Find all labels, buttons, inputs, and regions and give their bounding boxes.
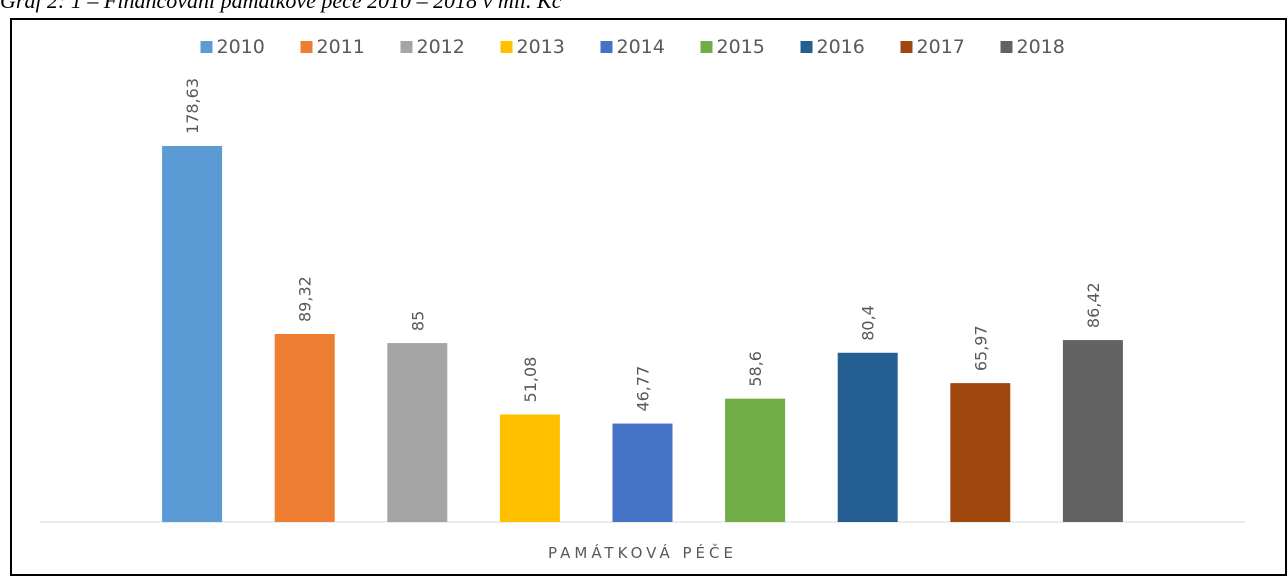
legend-swatch <box>200 41 213 53</box>
bar <box>725 398 786 522</box>
bar <box>499 414 560 522</box>
legend-label: 2017 <box>917 36 965 58</box>
legend-label: 2011 <box>317 36 365 58</box>
data-label: 85 <box>408 311 427 331</box>
bar <box>1062 340 1123 522</box>
data-label: 89,32 <box>296 276 315 322</box>
legend-swatch <box>300 41 313 53</box>
data-label: 51,08 <box>521 357 540 403</box>
data-label: 46,77 <box>634 366 653 412</box>
legend-label: 2010 <box>217 36 265 58</box>
data-label: 80,4 <box>859 305 878 341</box>
legend-label: 2016 <box>817 36 865 58</box>
bar <box>274 333 335 522</box>
bar <box>837 352 898 522</box>
legend-swatch <box>400 41 413 53</box>
data-label: 86,42 <box>1084 282 1103 328</box>
legend-swatch <box>900 41 913 53</box>
chart-title: Graf 2: 1 – Financování památkové péče 2… <box>0 0 563 13</box>
legend-swatch <box>1000 41 1013 53</box>
bar <box>387 343 448 522</box>
legend-label: 2013 <box>517 36 565 58</box>
legend-swatch <box>600 41 613 53</box>
data-label: 58,6 <box>746 351 765 387</box>
bar <box>612 423 673 522</box>
legend-label: 2015 <box>717 36 765 58</box>
legend-swatch <box>800 41 813 53</box>
bar <box>950 383 1011 522</box>
chart-frame <box>10 18 1287 576</box>
data-label: 65,97 <box>971 325 990 371</box>
legend-swatch <box>700 41 713 53</box>
legend-label: 2014 <box>617 36 665 58</box>
x-tick-label: PAMÁTKOVÁ PÉČE <box>548 543 737 562</box>
legend-label: 2018 <box>1017 36 1065 58</box>
data-label: 178,63 <box>183 78 202 134</box>
legend-label: 2012 <box>417 36 465 58</box>
legend-swatch <box>500 41 513 53</box>
bar <box>162 145 223 522</box>
